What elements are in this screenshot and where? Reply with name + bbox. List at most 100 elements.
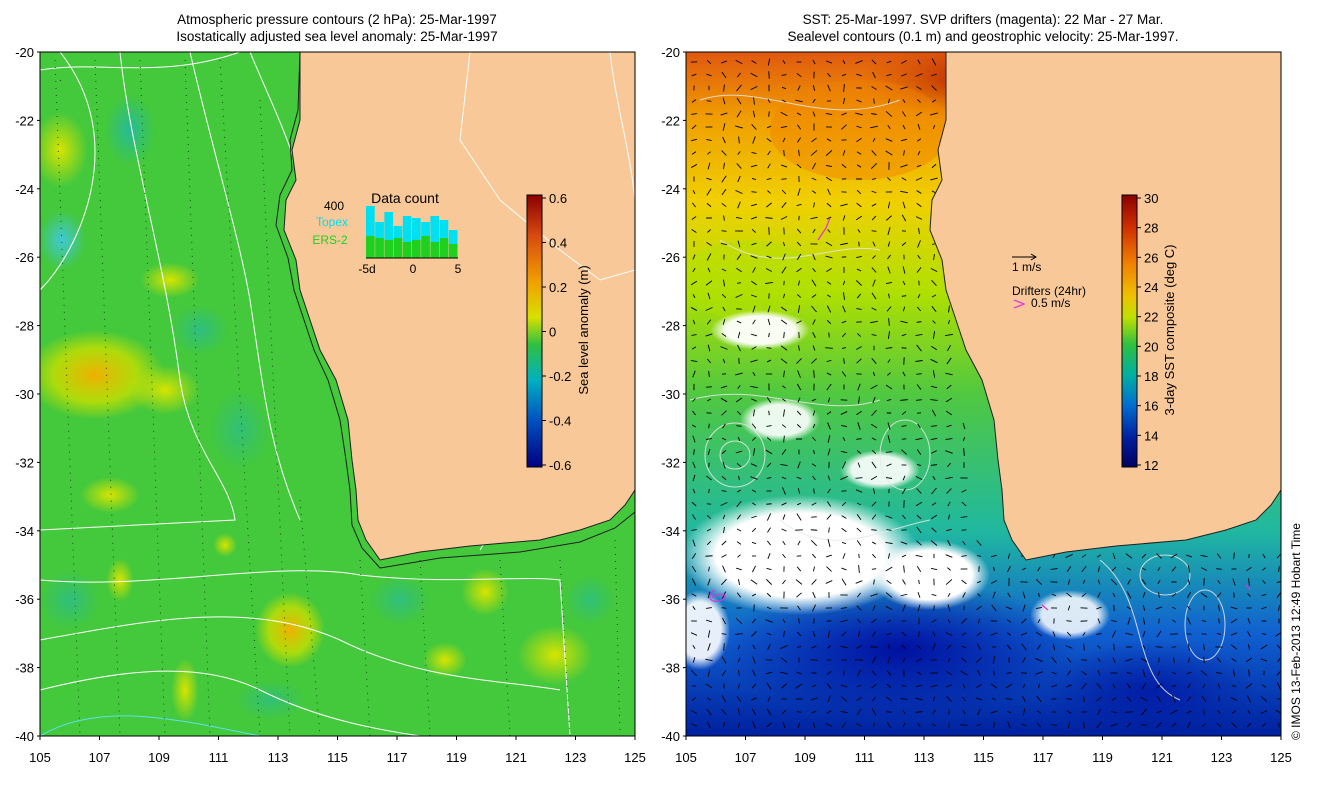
right-lon-tick: 125 (1270, 750, 1292, 765)
inset-xtick-5: 5 (455, 262, 462, 276)
sst-colorbar-tick: 28 (1144, 221, 1158, 236)
inset-xtick-minus5: -5d (358, 262, 375, 276)
sla-colorbar-tick: -0.4 (549, 414, 571, 429)
right-lat-tick: -20 (661, 45, 680, 60)
left-lat-tick: -38 (15, 661, 34, 676)
left-lat-tick: -40 (15, 729, 34, 744)
right-title-line1: SST: 25-Mar-1997. SVP drifters (magenta)… (803, 12, 1164, 27)
velocity-arrow (784, 332, 785, 338)
velocity-arrow (874, 98, 875, 103)
left-lat-tick: -30 (15, 387, 34, 402)
velocity-arrow (1114, 644, 1115, 650)
left-lon-tick: 109 (148, 750, 170, 765)
left-lat-tick: -24 (15, 182, 34, 197)
velocity-scale-label: 1 m/s (1012, 260, 1041, 274)
velocity-arrow (1232, 686, 1237, 687)
left-lat-tick: -32 (15, 455, 34, 470)
inset-bar-ers2 (384, 240, 393, 258)
velocity-arrow (810, 660, 818, 661)
inset-bar-topex (403, 216, 412, 242)
legend-ers2: ERS-2 (312, 233, 348, 247)
drifter-legend-value: 0.5 m/s (1031, 296, 1070, 310)
credit-text: © IMOS 13-Feb-2013 12:49 Hobart Time (1289, 523, 1303, 740)
right-lat-tick: -22 (661, 113, 680, 128)
velocity-arrow (931, 426, 937, 427)
inset-bar-ers2 (449, 244, 458, 258)
velocity-arrow (886, 452, 893, 453)
right-lat-tick: -40 (661, 729, 680, 744)
velocity-arrow (722, 608, 727, 609)
right-map (670, 40, 1282, 740)
right-title-line2: Sealevel contours (0.1 m) and geostrophi… (788, 29, 1179, 44)
left-lat-tick: -36 (15, 592, 34, 607)
velocity-arrow (751, 192, 756, 193)
inset-bar-ers2 (394, 238, 403, 258)
left-lon-tick: 119 (446, 750, 467, 765)
inset-ylabel: 400 (324, 199, 344, 213)
sla-colorbar-tick: 0.4 (549, 236, 567, 251)
left-title-line1: Atmospheric pressure contours (2 hPa): 2… (177, 12, 497, 27)
velocity-arrow (737, 283, 741, 284)
velocity-arrow (1172, 647, 1176, 648)
right-lon-tick: 111 (855, 750, 875, 765)
inset-bar-topex (440, 220, 449, 238)
velocity-arrow (994, 722, 995, 728)
inset-bar-topex (366, 206, 375, 236)
right-lon-tick: 105 (675, 750, 697, 765)
inset-xtick-0: 0 (410, 262, 417, 276)
sla-colorbar-tick: -0.2 (549, 369, 571, 384)
velocity-arrow (1249, 670, 1250, 677)
sst-colorbar-tick: 18 (1144, 369, 1158, 384)
sla-colorbar-bar (527, 195, 542, 467)
inset-bar-topex (421, 222, 430, 236)
right-lat-tick: -36 (661, 592, 680, 607)
velocity-arrow (1156, 647, 1163, 648)
right-lon-tick: 115 (973, 750, 994, 765)
sst-colorbar-tick: 20 (1144, 339, 1158, 354)
right-lat-tick: -24 (661, 182, 680, 197)
left-lon-tick: 113 (268, 750, 289, 765)
left-lat-tick: -34 (15, 524, 34, 539)
right-lat-tick: -32 (661, 455, 680, 470)
left-title-line2: Isostatically adjusted sea level anomaly… (176, 29, 497, 44)
left-lon-tick: 121 (505, 750, 527, 765)
left-lon-tick: 123 (565, 750, 587, 765)
sst-colorbar-tick: 12 (1144, 458, 1158, 473)
left-lon-tick: 111 (209, 750, 229, 765)
velocity-arrow (1172, 686, 1177, 687)
velocity-arrow (722, 231, 727, 232)
velocity-arrow (769, 411, 770, 415)
sst-colorbar-tick: 24 (1144, 280, 1158, 295)
sla-colorbar-tick: -0.6 (549, 458, 571, 473)
sst-colorbar-tick: 26 (1144, 250, 1158, 265)
left-lon-tick: 107 (89, 750, 111, 765)
right-lat-tick: -38 (661, 661, 680, 676)
velocity-arrow (769, 71, 770, 79)
sla-colorbar-label: Sea level anomaly (m) (576, 265, 591, 394)
inset-bar-topex (375, 222, 384, 238)
velocity-arrow (781, 179, 786, 180)
inset-bar-ers2 (375, 238, 384, 258)
right-lon-tick: 123 (1211, 750, 1233, 765)
right-lon-tick: 113 (914, 750, 935, 765)
sla-colorbar-tick: 0.2 (549, 280, 567, 295)
left-lat-tick: -20 (15, 45, 34, 60)
left-lat-tick: -28 (15, 319, 34, 334)
velocity-arrow (872, 231, 877, 232)
right-lon-tick: 117 (1033, 750, 1054, 765)
sst-colorbar-tick: 14 (1144, 428, 1158, 443)
velocity-arrow (856, 478, 863, 479)
right-lat-tick: -28 (661, 319, 680, 334)
velocity-arrow (754, 605, 755, 612)
velocity-arrow (919, 281, 920, 286)
left-lat-tick: -26 (15, 250, 34, 265)
inset-bar-topex (394, 226, 403, 238)
sst-colorbar-bar (1122, 195, 1137, 467)
velocity-arrow (902, 348, 907, 349)
right-lat-tick: -30 (661, 387, 680, 402)
inset-bar-ers2 (440, 238, 449, 258)
sst-colorbar-tick: 22 (1144, 310, 1158, 325)
sla-colorbar-tick: 0.6 (549, 191, 567, 206)
velocity-arrow (870, 647, 877, 648)
inset-bar-ers2 (421, 236, 430, 258)
